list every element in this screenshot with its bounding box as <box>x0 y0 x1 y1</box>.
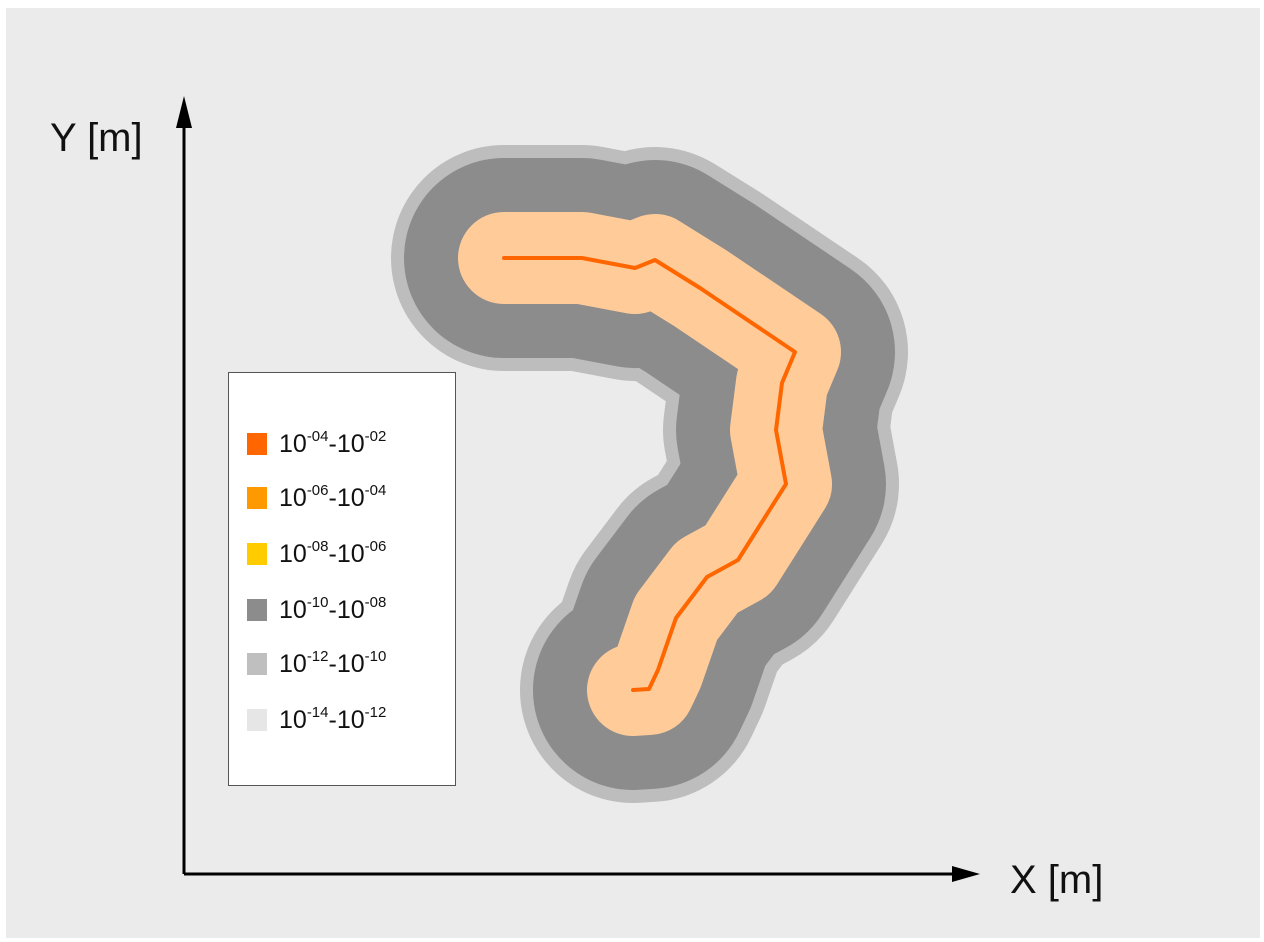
legend-label-base: 10 <box>279 649 307 678</box>
legend-label-base2: 10 <box>336 483 365 512</box>
legend: 10-04-10-02 10-06-10-04 10-08-10-06 10-10-1… <box>228 372 456 786</box>
legend-label-base: 10 <box>279 429 307 458</box>
legend-label-exp-low: -10 <box>306 593 329 611</box>
legend-label-base2: 10 <box>336 595 365 624</box>
legend-label-sep: - <box>328 429 337 458</box>
legend-label-sep: - <box>328 539 337 568</box>
legend-label-sep: - <box>328 649 337 678</box>
x-axis-label: X [m] <box>1010 858 1104 902</box>
legend-label-base2: 10 <box>336 649 365 678</box>
axes <box>176 96 980 882</box>
legend-item: 10-06-10-04 <box>247 483 386 513</box>
legend-label: 10-04-10-02 <box>279 427 387 459</box>
legend-label-base2: 10 <box>336 705 365 734</box>
legend-label-base: 10 <box>279 595 307 624</box>
legend-label-base2: 10 <box>336 429 365 458</box>
legend-label-exp-low: -08 <box>306 537 329 555</box>
legend-swatch <box>247 487 267 509</box>
y-axis-label: Y [m] <box>50 116 143 160</box>
legend-label: 10-10-10-08 <box>279 593 387 625</box>
source-trajectory-line <box>502 256 797 692</box>
legend-label-exp-high: -10 <box>364 647 387 665</box>
legend-label-exp-high: -04 <box>364 481 387 499</box>
legend-label: 10-14-10-12 <box>279 703 387 735</box>
legend-label-sep: - <box>328 483 337 512</box>
y-axis-arrow-icon <box>176 96 192 128</box>
legend-item: 10-14-10-12 <box>247 705 386 735</box>
legend-label-sep: - <box>328 705 337 734</box>
legend-label-base2: 10 <box>336 539 365 568</box>
legend-item: 10-10-10-08 <box>247 595 386 625</box>
legend-swatch <box>247 709 267 731</box>
legend-label-exp-low: -06 <box>306 481 329 499</box>
legend-swatch <box>247 433 267 455</box>
legend-label: 10-12-10-10 <box>279 647 387 679</box>
legend-label-base: 10 <box>279 705 307 734</box>
legend-label-exp-high: -08 <box>364 593 387 611</box>
x-axis-arrow-icon <box>952 866 980 882</box>
concentration-bands <box>391 145 908 803</box>
legend-swatch <box>247 653 267 675</box>
legend-item: 10-08-10-06 <box>247 539 386 569</box>
legend-label: 10-06-10-04 <box>279 481 387 513</box>
legend-label-base: 10 <box>279 483 307 512</box>
legend-label-exp-low: -12 <box>306 647 329 665</box>
legend-swatch <box>247 543 267 565</box>
legend-label: 10-08-10-06 <box>279 537 387 569</box>
legend-item: 10-04-10-02 <box>247 429 386 459</box>
legend-label-exp-low: -14 <box>306 703 329 721</box>
legend-label-exp-high: -06 <box>364 537 387 555</box>
legend-label-exp-low: -04 <box>306 427 329 445</box>
legend-label-sep: - <box>328 595 337 624</box>
legend-label-exp-high: -12 <box>364 703 387 721</box>
legend-item: 10-12-10-10 <box>247 649 386 679</box>
legend-label-base: 10 <box>279 539 307 568</box>
legend-label-exp-high: -02 <box>364 427 387 445</box>
legend-swatch <box>247 599 267 621</box>
